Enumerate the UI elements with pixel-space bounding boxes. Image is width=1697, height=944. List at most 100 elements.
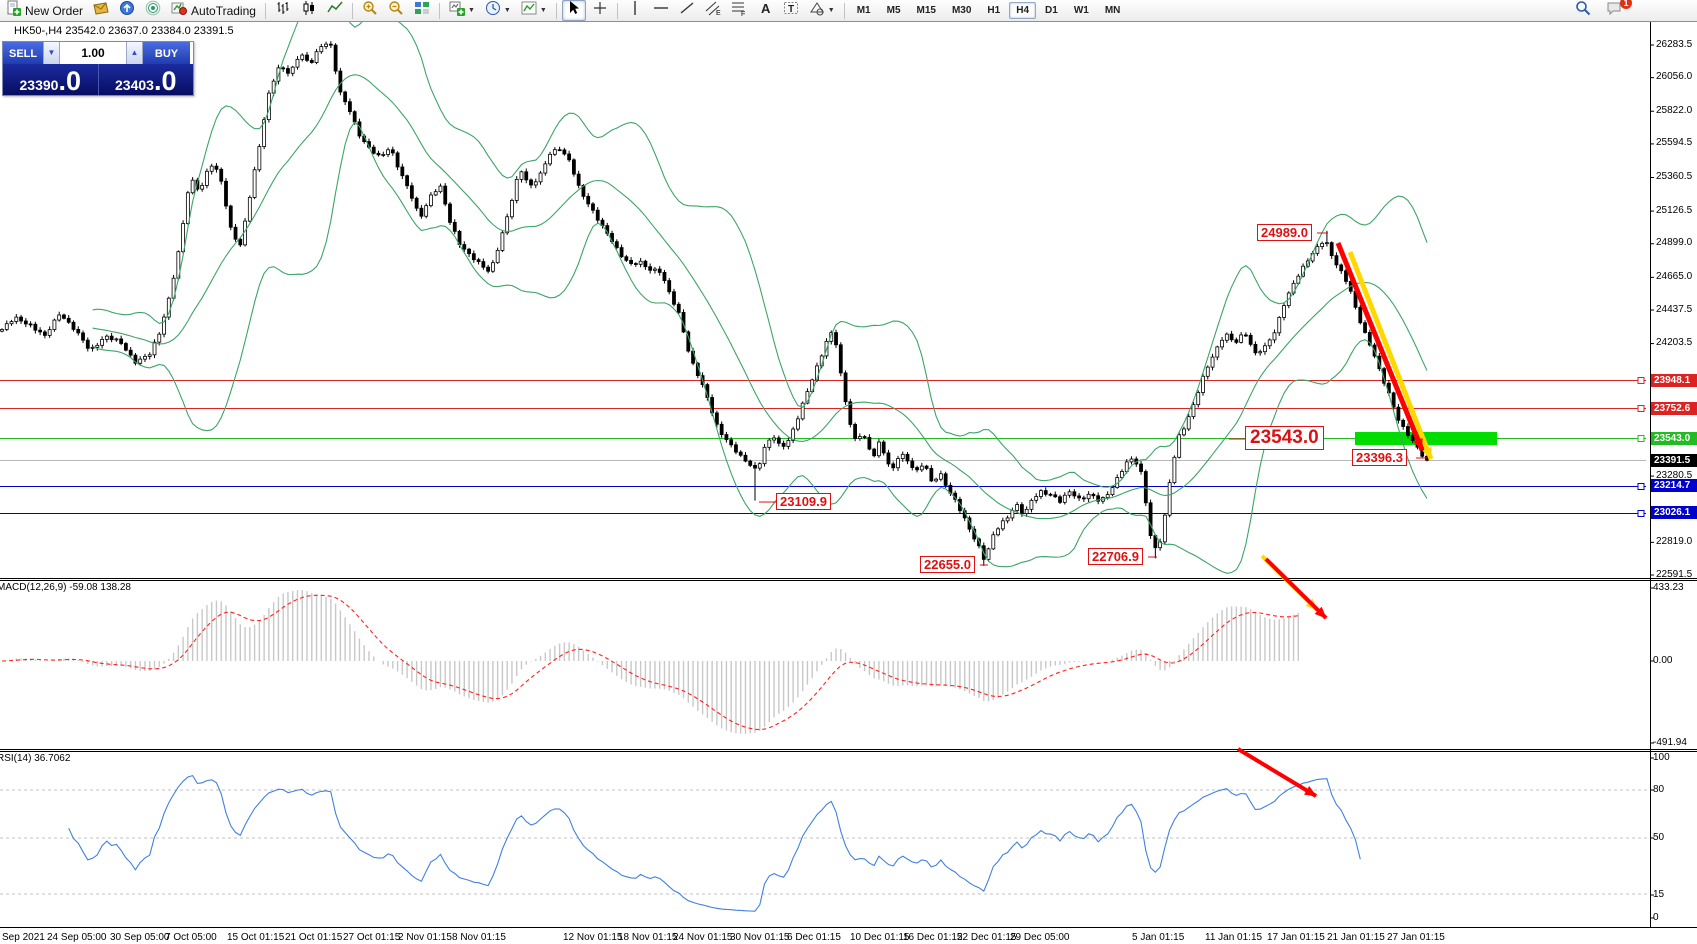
toolbar-shapes-button[interactable]: ▼ (805, 0, 839, 21)
vertical-line-icon (627, 0, 643, 21)
toolbar-cursor-button[interactable] (561, 0, 586, 21)
timeframe-m5-button[interactable]: M5 (886, 5, 901, 16)
time-axis-label[interactable]: 2 Nov 01:15 (398, 932, 452, 943)
volume-decrease-button[interactable]: ▼ (43, 42, 60, 64)
price-callout-22655-0[interactable]: 22655.0 (920, 556, 975, 573)
rsi-scale-label: 50 (1653, 832, 1665, 843)
price-callout-23109-9[interactable]: 23109.9 (776, 493, 831, 510)
toolbar-mail-button[interactable] (89, 0, 113, 21)
time-axis-label[interactable]: 12 Nov 01:15 (563, 932, 623, 943)
price-axis-label: 25360.5 (1656, 171, 1693, 182)
toolbar: New Order AutoTrading ▼ ▼ ▼ E F A T ▼ M1 M5 M15 M30 H1… (0, 0, 1697, 22)
price-callout-24989-0[interactable]: 24989.0 (1257, 224, 1312, 241)
bar-chart-icon (275, 0, 291, 21)
toolbar-period-button[interactable]: ▼ (481, 0, 515, 21)
chart-canvas[interactable] (0, 21, 1697, 944)
toolbar-separator (616, 2, 618, 19)
buy-button[interactable]: BUY (143, 42, 190, 64)
timeframe-h4-button[interactable]: H4 (1009, 2, 1037, 19)
fibonacci-icon: F (731, 0, 747, 21)
price-callout-23396-3[interactable]: 23396.3 (1352, 449, 1407, 466)
toolbar-fibonacci-button[interactable]: F (727, 0, 751, 21)
time-axis-label[interactable]: 18 Nov 01:15 (618, 932, 678, 943)
toolbar-text-button[interactable]: A (753, 0, 777, 21)
time-axis-label[interactable]: 22 Dec 01:15 (957, 932, 1017, 943)
toolbar-indicators-button[interactable]: ▼ (517, 0, 551, 21)
toolbar-zoom-in-button[interactable] (358, 0, 382, 21)
timeframe-w1-button[interactable]: W1 (1073, 5, 1089, 16)
chart-area[interactable]: HK50-,H4 23542.0 23637.0 23384.0 23391.5… (0, 21, 1697, 944)
timeframe-m1-button[interactable]: M1 (856, 5, 871, 16)
new-order-icon (5, 0, 21, 21)
rsi-scale-label: 80 (1653, 784, 1665, 795)
time-axis-label[interactable]: 7 Oct 05:00 (165, 932, 217, 943)
timeframe-d1-button[interactable]: D1 (1045, 5, 1058, 16)
timeframe-m30-button[interactable]: M30 (951, 5, 972, 16)
time-axis-label[interactable]: 16 Dec 01:15 (903, 932, 963, 943)
publish-icon (119, 0, 135, 21)
toolbar-new-order-label: New Order (25, 3, 84, 18)
timeframe-mn-button[interactable]: MN (1104, 5, 1121, 16)
price-callout-23543-0[interactable]: 23543.0 (1245, 426, 1324, 450)
time-axis-label[interactable]: Sep 2021 (2, 932, 45, 943)
chart-title: HK50-,H4 23542.0 23637.0 23384.0 23391.5 (14, 25, 234, 37)
toolbar-bar-chart-button[interactable] (271, 0, 295, 21)
toolbar-line-chart-button[interactable] (323, 0, 347, 21)
volume-input[interactable] (60, 42, 126, 64)
toolbar-autotrading-button[interactable]: AutoTrading (167, 0, 260, 21)
timeframe-h1-button[interactable]: H1 (987, 5, 1001, 16)
indicators-icon (521, 0, 537, 21)
time-axis-label[interactable]: 27 Jan 01:15 (1387, 932, 1445, 943)
time-axis-label[interactable]: 29 Dec 05:00 (1010, 932, 1070, 943)
toolbar-new-chart-button[interactable]: ▼ (445, 0, 479, 21)
period-icon (485, 0, 501, 21)
toolbar-publish-button[interactable] (115, 0, 139, 21)
toolbar-candle-chart-button[interactable] (297, 0, 321, 21)
price-axis-label: 26056.0 (1656, 71, 1693, 83)
price-axis-label: 24437.5 (1656, 303, 1693, 315)
price-callout-22706-9[interactable]: 22706.9 (1088, 548, 1143, 565)
time-axis-label[interactable]: 21 Jan 01:15 (1327, 932, 1385, 943)
toolbar-signals-button[interactable] (141, 0, 165, 21)
time-axis-label[interactable]: 24 Nov 01:15 (673, 932, 733, 943)
toolbar-tile-windows-button[interactable] (410, 0, 434, 21)
time-axis-label[interactable]: 30 Sep 05:00 (110, 932, 170, 943)
time-axis-label[interactable]: 27 Oct 01:15 (343, 932, 401, 943)
toolbar-horizontal-line-button[interactable] (649, 0, 673, 21)
toolbar-trend-line-button[interactable] (675, 0, 699, 21)
toolbar-separator (555, 2, 557, 19)
dropdown-caret-icon: ▼ (467, 7, 475, 14)
autotrading-icon (171, 0, 188, 21)
dropdown-caret-icon: ▼ (503, 7, 511, 14)
sell-price-frac: .0 (58, 66, 81, 96)
toolbar-zoom-out-button[interactable] (384, 0, 408, 21)
time-axis-label[interactable]: 5 Jan 01:15 (1132, 932, 1185, 943)
time-axis-label[interactable]: 15 Oct 01:15 (227, 932, 285, 943)
time-axis-label[interactable]: 10 Dec 01:15 (850, 932, 910, 943)
toolbar-new-order-button[interactable]: New Order (1, 0, 87, 21)
time-axis-label[interactable]: 24 Sep 05:00 (47, 932, 107, 943)
toolbar-text-label-button[interactable]: T (779, 0, 803, 21)
sell-button[interactable]: SELL (3, 42, 43, 64)
time-axis-label[interactable]: 30 Nov 01:15 (730, 932, 790, 943)
toolbar-chat-button[interactable]: 1 (1602, 0, 1632, 21)
sell-price[interactable]: 23390.0 (3, 64, 98, 95)
notification-badge: 1 (1620, 0, 1632, 9)
time-axis-label[interactable]: 6 Dec 01:15 (787, 932, 841, 943)
toolbar-vertical-line-button[interactable] (623, 0, 647, 21)
toolbar-crosshair-button[interactable] (588, 0, 612, 21)
toolbar-search-button[interactable] (1571, 0, 1595, 21)
time-axis-label[interactable]: 17 Jan 01:15 (1267, 932, 1325, 943)
price-axis-label: 24665.0 (1656, 270, 1693, 282)
timeframe-m15-button[interactable]: M15 (916, 5, 936, 16)
time-axis-label[interactable]: 8 Nov 01:15 (452, 932, 506, 943)
price-axis-label: 25594.5 (1656, 137, 1693, 149)
price-axis-label: 22591.5 (1656, 568, 1693, 580)
time-axis-label[interactable]: 11 Jan 01:15 (1205, 932, 1263, 943)
buy-price[interactable]: 23403.0 (97, 64, 193, 95)
price-axis-label: 24203.5 (1656, 337, 1693, 349)
time-axis-label[interactable]: 21 Oct 01:15 (285, 932, 343, 943)
toolbar-channel-button[interactable]: E (701, 0, 725, 21)
volume-increase-button[interactable]: ▲ (126, 42, 143, 64)
horizontal-line-icon (653, 0, 669, 21)
